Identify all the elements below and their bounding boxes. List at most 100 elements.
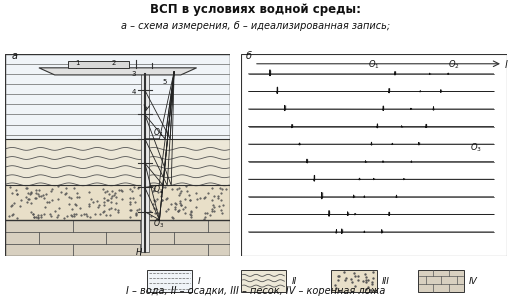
Point — [125, 202, 134, 207]
Bar — [241, 270, 286, 292]
Point — [34, 216, 42, 221]
Point — [40, 195, 48, 200]
Text: 2: 2 — [111, 60, 115, 66]
Point — [186, 197, 194, 202]
Point — [110, 193, 118, 198]
Point — [193, 197, 201, 201]
Point — [210, 209, 218, 213]
Point — [218, 187, 226, 191]
Point — [201, 194, 209, 199]
Point — [32, 215, 40, 219]
Point — [35, 193, 43, 198]
Point — [105, 207, 114, 212]
Point — [106, 196, 115, 201]
Point — [157, 193, 165, 198]
Point — [150, 206, 158, 210]
Text: $O_2$: $O_2$ — [153, 184, 163, 196]
Point — [168, 215, 176, 219]
Point — [76, 206, 84, 210]
Point — [104, 198, 112, 203]
Point — [27, 201, 35, 206]
Point — [111, 207, 119, 211]
Point — [366, 287, 374, 292]
Point — [125, 196, 134, 201]
Point — [127, 208, 135, 212]
Bar — [141, 74, 149, 252]
Point — [70, 186, 78, 190]
Point — [85, 202, 93, 207]
Point — [181, 210, 189, 215]
Point — [126, 200, 134, 205]
Point — [331, 282, 339, 287]
Bar — [331, 270, 377, 292]
Point — [168, 215, 177, 220]
Point — [351, 274, 359, 279]
Point — [362, 274, 370, 279]
Point — [68, 207, 76, 212]
Point — [8, 190, 16, 195]
Point — [150, 187, 158, 192]
Point — [210, 194, 218, 198]
Point — [200, 195, 208, 200]
Point — [222, 187, 230, 192]
Text: IV: IV — [469, 277, 478, 285]
Point — [369, 270, 377, 274]
Point — [183, 189, 191, 194]
Point — [150, 186, 158, 190]
Point — [47, 189, 55, 194]
Point — [53, 213, 61, 218]
Point — [32, 195, 40, 200]
Point — [37, 215, 46, 219]
Point — [154, 190, 162, 194]
Point — [39, 193, 47, 197]
Point — [51, 209, 59, 214]
Point — [27, 190, 35, 194]
Point — [217, 207, 225, 212]
Point — [367, 288, 375, 292]
Point — [132, 211, 140, 215]
Point — [67, 195, 75, 200]
Point — [133, 208, 141, 212]
Point — [186, 213, 195, 218]
Point — [103, 188, 111, 193]
Point — [48, 213, 56, 218]
Point — [335, 289, 344, 294]
Point — [106, 213, 115, 218]
Point — [132, 211, 140, 216]
Point — [369, 276, 377, 280]
Point — [68, 213, 76, 218]
Point — [334, 278, 342, 283]
Point — [89, 199, 97, 204]
Point — [95, 203, 103, 208]
Point — [362, 280, 370, 284]
Point — [63, 213, 72, 218]
Text: 4: 4 — [132, 89, 136, 95]
Point — [5, 213, 13, 218]
Point — [37, 194, 45, 199]
Point — [80, 212, 88, 216]
Point — [107, 206, 115, 211]
Point — [158, 197, 166, 202]
Point — [176, 201, 184, 206]
Point — [209, 203, 218, 207]
Bar — [5, 54, 230, 139]
Point — [174, 209, 182, 213]
Text: $O_2$: $O_2$ — [449, 59, 460, 71]
Point — [29, 212, 37, 217]
Point — [170, 201, 179, 205]
Point — [99, 186, 107, 191]
Point — [351, 283, 359, 288]
Point — [200, 216, 208, 221]
Point — [73, 195, 81, 200]
Point — [72, 203, 80, 208]
Point — [173, 187, 181, 191]
Point — [364, 284, 372, 289]
Point — [208, 208, 216, 213]
Point — [27, 191, 35, 196]
Point — [53, 215, 61, 220]
Point — [102, 212, 110, 217]
Point — [163, 196, 171, 201]
Point — [23, 199, 31, 204]
Text: 3: 3 — [131, 71, 136, 77]
Point — [32, 191, 40, 196]
